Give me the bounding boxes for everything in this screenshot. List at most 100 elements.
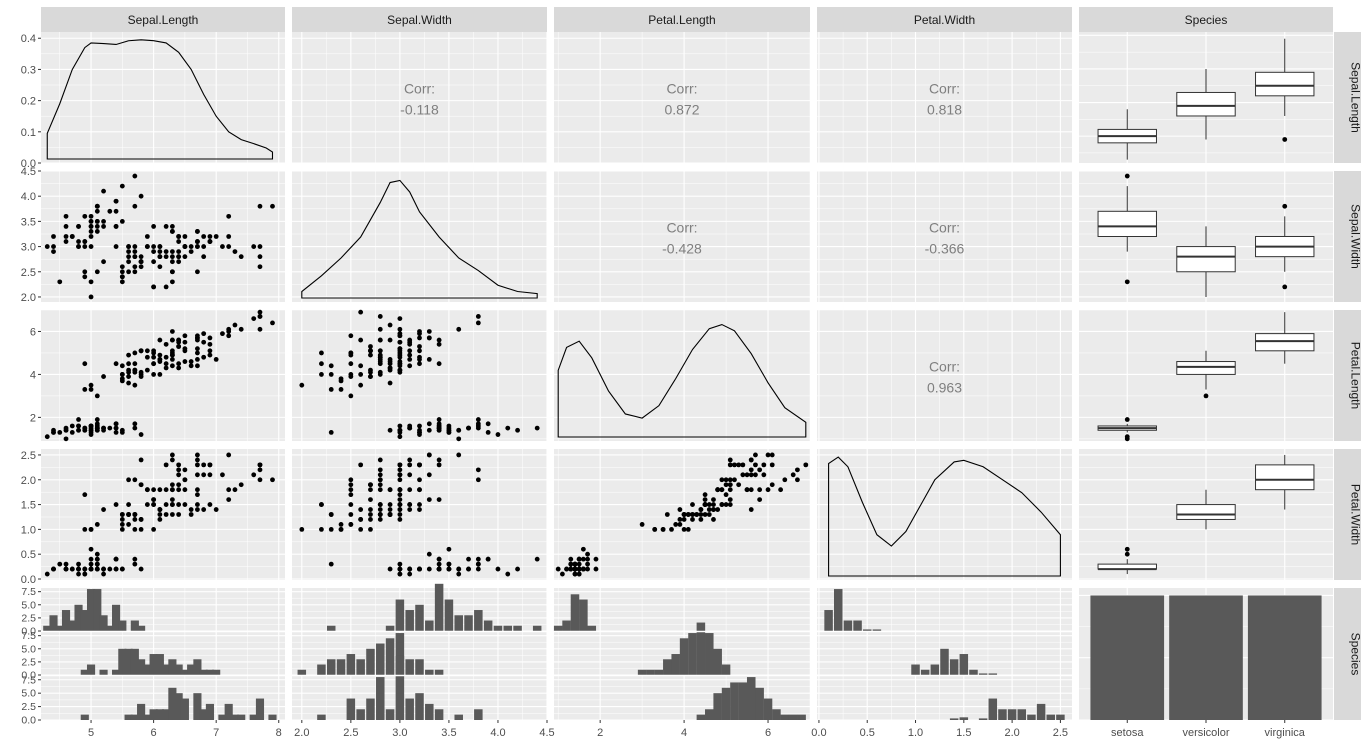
hist-bar	[1027, 714, 1036, 720]
hist-bar	[738, 682, 748, 720]
scatter-point	[101, 259, 106, 265]
scatter-point	[207, 462, 213, 468]
scatter-point	[572, 571, 578, 577]
scatter-point	[466, 566, 471, 572]
scatter-point	[63, 427, 69, 433]
scatter-point	[163, 502, 169, 507]
correlation-label: Corr: -0.428	[662, 220, 702, 257]
scatter-point	[377, 477, 383, 483]
scatter-point	[88, 244, 94, 249]
scatter-point	[377, 467, 383, 473]
scatter-point	[82, 492, 88, 498]
scatter-point	[101, 507, 106, 512]
scatter-point	[515, 427, 520, 433]
tick-label: 2.5	[21, 267, 36, 279]
scatter-point	[182, 467, 188, 473]
scatter-point	[57, 561, 63, 567]
strip-label: Sepal.Length	[1349, 62, 1363, 133]
row-strip-petal-width: Petal.Width	[1334, 449, 1363, 580]
scatter-point	[169, 512, 175, 517]
density-curve	[828, 456, 1061, 577]
scatter-point	[639, 522, 645, 527]
scatter-point	[157, 487, 163, 493]
scatter-point	[132, 350, 138, 356]
scatter-point	[417, 354, 422, 360]
scatter-point	[753, 452, 758, 458]
scatter-point	[188, 512, 194, 517]
scatter-point	[226, 487, 232, 493]
scatter-point	[163, 284, 169, 290]
scatter-point	[220, 331, 225, 337]
hist-bar	[637, 669, 647, 675]
scatter-point	[151, 284, 157, 290]
scatter-point	[795, 467, 800, 473]
scatter-point	[94, 224, 100, 229]
scatter-point	[407, 507, 413, 512]
tick-label: 2.5	[21, 612, 36, 624]
scatter-point	[226, 497, 232, 503]
scatter-point	[723, 482, 729, 488]
hist-bar	[336, 659, 346, 675]
hist-bar	[205, 703, 214, 720]
row-strip-species: Species	[1334, 588, 1363, 720]
scatter-point	[358, 372, 364, 377]
scatter-point	[126, 522, 131, 527]
scatter-point	[319, 350, 324, 356]
scatter-point	[144, 234, 150, 239]
scatter-point	[328, 526, 334, 532]
scatter-point	[576, 571, 582, 577]
hist-bar	[137, 625, 146, 631]
x-axis-petal-width: 0.0 0.5 1.0 1.5 2.0 2.5	[811, 720, 1068, 739]
scatter-point	[132, 203, 138, 209]
scatter-point	[681, 526, 687, 532]
hist-bar	[249, 714, 258, 720]
hist-bar	[205, 669, 214, 675]
scatter-point	[88, 218, 94, 224]
hist-bar	[415, 604, 424, 631]
scatter-point	[76, 417, 81, 422]
hist-bar	[237, 714, 246, 720]
scatter-point	[176, 512, 182, 517]
scatter-point	[456, 566, 462, 572]
hist-bar	[385, 709, 395, 720]
scatter-point	[169, 249, 175, 255]
scatter-point	[88, 427, 94, 433]
scatter-point	[572, 566, 578, 572]
scatter-point	[251, 472, 257, 478]
scatter-point	[387, 512, 393, 517]
scatter-point	[417, 502, 422, 507]
scatter-point	[169, 457, 175, 463]
histogram-setosa	[553, 594, 597, 631]
scatter-point	[690, 517, 695, 522]
scatter-point	[377, 361, 383, 367]
scatter-point	[572, 561, 578, 567]
scatter-point	[126, 502, 131, 507]
scatter-point	[580, 556, 586, 562]
hist-bar	[853, 620, 862, 631]
scatter-point	[426, 427, 432, 433]
scatter-point	[407, 502, 413, 507]
hist-bar	[911, 664, 920, 675]
scatter-point	[63, 224, 69, 229]
scatter-point	[368, 507, 373, 512]
scatter-point	[226, 333, 232, 339]
scatter-point	[736, 462, 742, 468]
scatter-point	[328, 372, 334, 377]
hist-bar	[646, 669, 655, 675]
hist-bar	[474, 610, 483, 631]
hist-bar	[162, 664, 171, 675]
scatter-point	[711, 497, 716, 503]
hist-bar	[385, 625, 395, 631]
box-iqr	[1176, 91, 1236, 117]
scatter-point	[397, 467, 403, 473]
scatter-point	[585, 566, 590, 572]
scatter-point	[201, 507, 207, 512]
scatter-point	[698, 507, 704, 512]
scatter-point	[436, 361, 442, 367]
scatter-point	[299, 526, 305, 532]
scatter-point	[576, 561, 582, 567]
scatter-point	[132, 173, 138, 179]
scatter-point	[51, 249, 56, 255]
scatter-point	[387, 507, 393, 512]
hist-bar	[654, 669, 664, 675]
